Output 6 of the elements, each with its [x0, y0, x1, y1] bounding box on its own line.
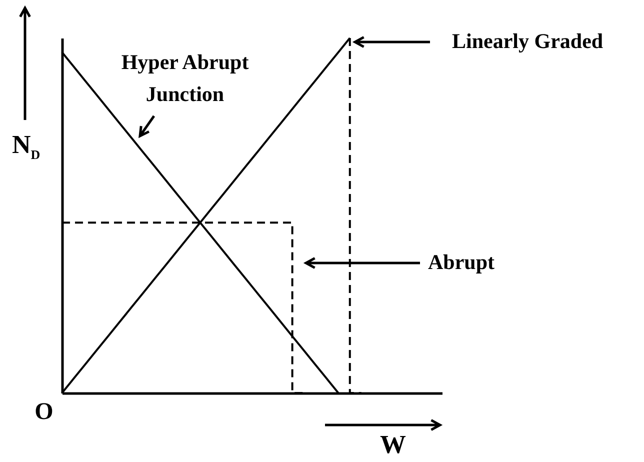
x-axis-title: W — [380, 430, 406, 459]
series-label: Hyper Abrupt Junction — [121, 50, 249, 106]
text: Abrupt — [428, 250, 495, 274]
text: O — [34, 399, 54, 425]
y-axis-title: N$_{D}$ — [12, 130, 40, 162]
legend-label: Linearly Graded — [452, 29, 604, 53]
